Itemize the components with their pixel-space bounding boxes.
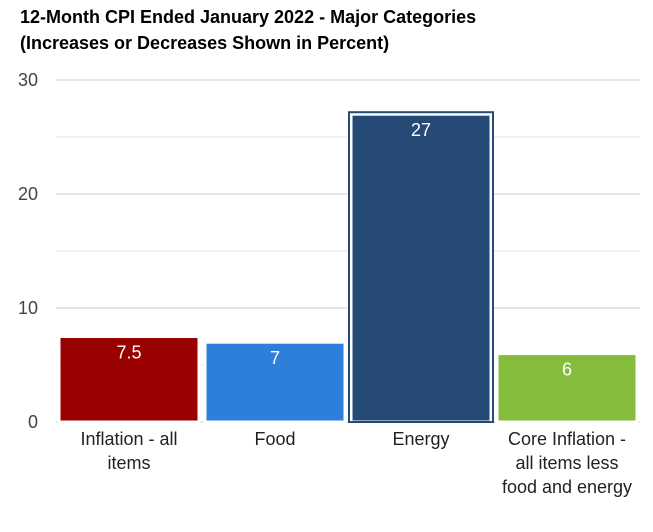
chart-title-line-2: (Increases or Decreases Shown in Percent… [20, 33, 390, 53]
bars [57, 111, 639, 424]
x-category-label: Core Inflation - all items less food and… [501, 429, 633, 497]
y-axis-ticks: 0 10 20 30 [18, 70, 38, 432]
data-label: 7 [270, 348, 280, 368]
data-label: 6 [562, 360, 572, 380]
y-tick-label: 30 [18, 70, 38, 90]
data-label: 27 [411, 120, 431, 140]
bar [349, 112, 493, 424]
x-category-label: Energy [392, 429, 450, 449]
chart-title: 12-Month CPI Ended January 2022 - Major … [20, 4, 476, 56]
x-category-label: Food [254, 429, 296, 449]
x-category-label: Inflation - all items [80, 429, 178, 473]
chart-title-line-1: 12-Month CPI Ended January 2022 - Major … [20, 7, 477, 27]
data-label: 7.5 [116, 343, 141, 363]
bar [57, 335, 201, 424]
data-labels: 7.5 7 27 6 [116, 120, 572, 379]
bar-highlight-outline [348, 111, 494, 423]
bar [203, 340, 347, 424]
y-tick-label: 10 [18, 298, 38, 318]
bar [495, 352, 639, 424]
y-tick-label: 0 [28, 412, 38, 432]
y-tick-label: 20 [18, 184, 38, 204]
